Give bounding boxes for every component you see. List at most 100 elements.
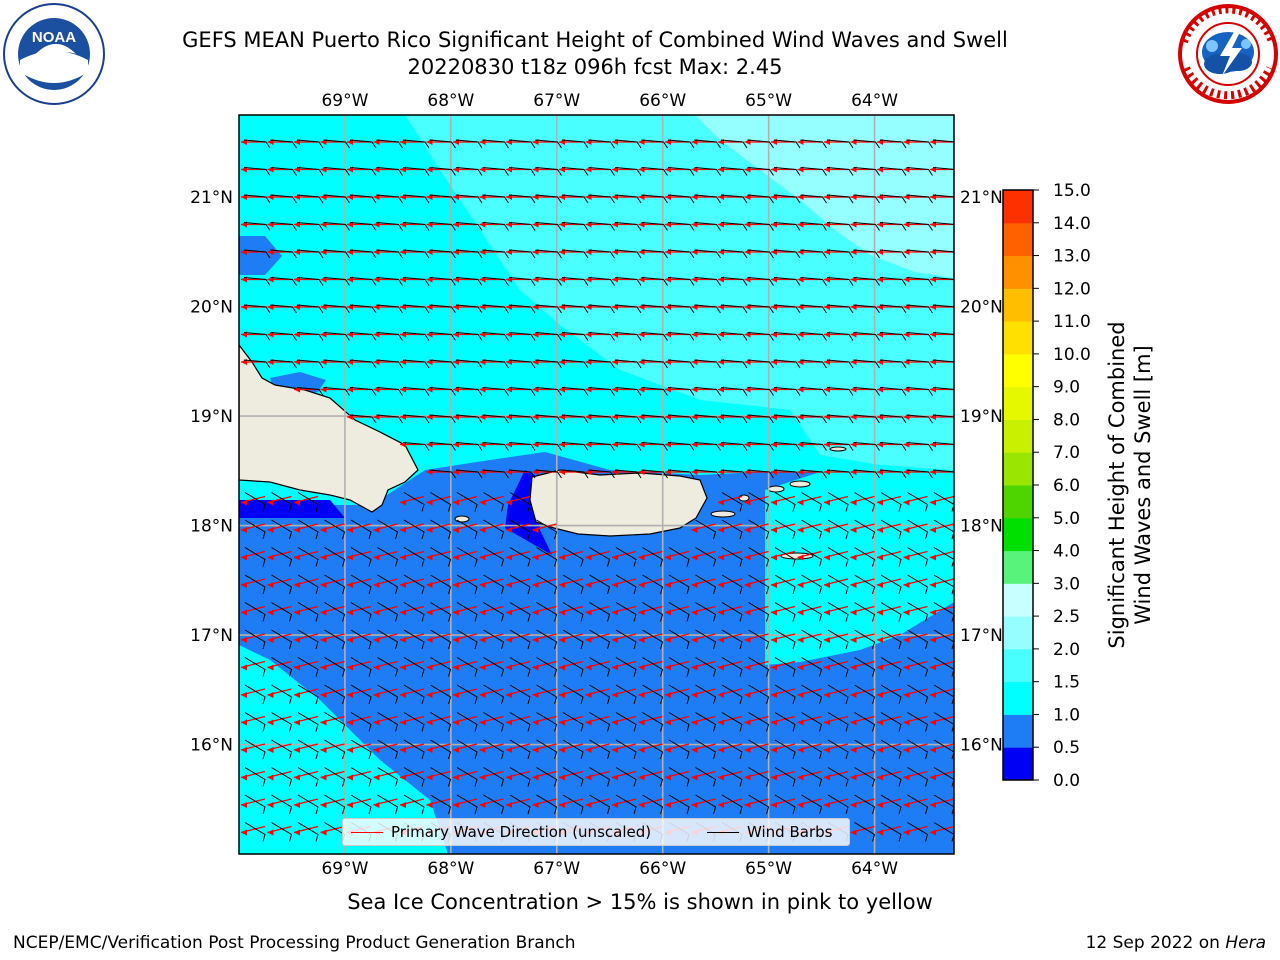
wind-barb [455, 387, 483, 396]
wind-barb [403, 684, 425, 705]
colorbar-segment [1003, 747, 1033, 781]
wind-barb [244, 822, 266, 842]
wind-barb [614, 359, 642, 369]
wind-barb [615, 574, 637, 595]
wave-direction-arrowhead [294, 692, 300, 698]
wind-barb [244, 739, 266, 760]
wind-barb [880, 574, 902, 595]
wind-barb [906, 194, 933, 204]
wind-barb [800, 469, 827, 479]
wind-barb [561, 387, 589, 396]
wind-barb [535, 442, 562, 451]
wind-barb [614, 414, 642, 424]
wind-barb [879, 469, 907, 479]
wind-barb [773, 414, 801, 424]
wind-barb [641, 332, 668, 341]
wind-barb [933, 712, 954, 732]
wave-direction-arrowhead [930, 499, 936, 506]
wind-barb [853, 139, 880, 149]
wave-direction-arrowhead [718, 747, 724, 753]
wind-barb [455, 194, 483, 204]
wind-barb [614, 387, 642, 396]
wind-barb [508, 277, 536, 286]
wind-barb [879, 277, 907, 286]
wave-direction-arrowhead [267, 802, 274, 808]
wind-barb [377, 574, 399, 595]
lon-label-top: 69°W [321, 91, 368, 111]
wind-barb [614, 222, 642, 231]
wave-direction-arrowhead [426, 527, 433, 533]
wave-direction-arrowhead [320, 829, 327, 836]
wind-barb [455, 304, 483, 314]
wave-direction-arrowhead [877, 802, 883, 808]
wave-direction-arrowhead [241, 829, 247, 836]
lon-label-bottom: 66°W [639, 859, 686, 879]
wind-barb [906, 304, 933, 314]
wave-direction-arrowhead [373, 692, 380, 698]
wind-barb [536, 712, 558, 732]
wind-barb [694, 387, 721, 396]
wave-direction-arrowhead [850, 719, 857, 726]
wind-barb [879, 194, 907, 204]
wave-direction-arrowhead [930, 637, 936, 643]
wave-direction-arrowhead [347, 692, 353, 698]
lat-label-left: 21°N [190, 188, 233, 208]
wave-direction-arrowhead [267, 747, 274, 753]
wind-barb [907, 574, 929, 595]
wave-direction-arrowhead [479, 692, 486, 698]
wave-direction-arrowhead [294, 499, 300, 506]
wind-barb [801, 657, 823, 677]
wave-direction-arrowhead [453, 802, 459, 808]
wind-barb [403, 629, 425, 650]
wind-barb [853, 167, 880, 176]
wind-barb [482, 277, 509, 286]
wave-direction-arrowhead [744, 802, 751, 808]
wind-barb [880, 794, 902, 815]
wave-direction-arrowhead [665, 747, 671, 753]
wind-barb [668, 629, 690, 650]
wind-barb [801, 519, 823, 540]
wind-barb [641, 442, 668, 451]
wind-barb [826, 332, 854, 341]
wave-direction-arrowhead [559, 637, 565, 643]
wind-barb [747, 442, 774, 451]
wave-direction-arrowhead [400, 719, 406, 726]
wave-direction-arrowhead [718, 692, 724, 698]
wind-barb [667, 139, 695, 149]
wave-direction-arrowhead [691, 609, 698, 616]
wind-barb [350, 712, 372, 732]
legend-item-wind-barbs: Wind Barbs [707, 823, 832, 841]
wind-barb [615, 602, 637, 622]
wind-barb [403, 492, 425, 512]
wave-direction-arrowhead [294, 637, 300, 643]
colorbar-tick-label: 13.0 [1053, 247, 1091, 267]
wave-direction-arrowhead [797, 582, 804, 588]
wind-barb [721, 657, 743, 677]
lat-label-left: 17°N [190, 626, 233, 646]
wind-barb [853, 194, 880, 204]
wave-direction-arrowhead [400, 774, 406, 781]
wind-barb [933, 519, 954, 540]
wind-barb [721, 574, 743, 595]
wind-barb [774, 684, 796, 705]
wind-barb [403, 794, 425, 815]
wind-barb [536, 519, 558, 540]
wind-barb [642, 547, 664, 567]
wave-direction-arrowhead [771, 554, 777, 561]
wind-barb [429, 139, 456, 149]
wind-barb [455, 414, 483, 424]
wind-barb [403, 519, 425, 540]
wind-barb [588, 222, 615, 231]
wind-barb [720, 139, 748, 149]
wind-barb [535, 304, 562, 314]
wind-barb [455, 222, 483, 231]
sea-ice-note: Sea Ice Concentration > 15% is shown in … [347, 890, 933, 914]
wave-direction-arrowhead [824, 747, 830, 753]
wind-barb [589, 629, 611, 650]
wind-barb [243, 359, 271, 369]
wave-direction-arrowhead [479, 747, 486, 753]
wind-barb [456, 547, 478, 567]
wave-direction-arrowhead [771, 802, 777, 808]
wave-direction-arrowhead [532, 637, 539, 643]
wave-direction-arrowhead [267, 582, 274, 588]
